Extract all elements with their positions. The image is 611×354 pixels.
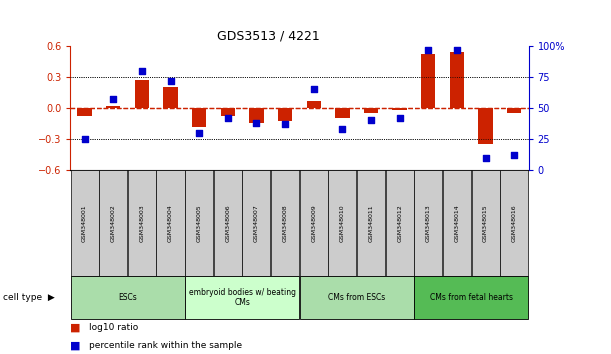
Point: [510, 152, 519, 158]
Bar: [243, 170, 271, 276]
Bar: [443, 170, 471, 276]
Bar: [450, 52, 464, 108]
Text: CMs from ESCs: CMs from ESCs: [328, 293, 386, 302]
Bar: [185, 276, 299, 319]
Text: ■: ■: [70, 322, 81, 332]
Point: [223, 115, 233, 121]
Text: GSM348006: GSM348006: [225, 204, 230, 242]
Text: GSM348011: GSM348011: [368, 204, 373, 242]
Point: [194, 130, 204, 136]
Point: [337, 126, 347, 132]
Bar: [500, 170, 529, 276]
Point: [366, 118, 376, 123]
Text: GSM348005: GSM348005: [197, 204, 202, 242]
Text: GSM348016: GSM348016: [511, 204, 517, 242]
Point: [252, 120, 262, 126]
Bar: [414, 170, 442, 276]
Text: GSM348010: GSM348010: [340, 204, 345, 242]
Bar: [335, 108, 349, 118]
Point: [166, 78, 175, 84]
Text: log10 ratio: log10 ratio: [89, 323, 138, 332]
Bar: [214, 170, 242, 276]
Text: GSM348012: GSM348012: [397, 204, 402, 242]
Text: GDS3513 / 4221: GDS3513 / 4221: [218, 29, 320, 42]
Bar: [421, 54, 436, 108]
Text: ■: ■: [70, 340, 81, 350]
Bar: [70, 276, 185, 319]
Bar: [478, 108, 492, 144]
Point: [137, 68, 147, 74]
Text: GSM348008: GSM348008: [282, 204, 288, 242]
Bar: [299, 276, 414, 319]
Bar: [192, 108, 207, 126]
Text: CMs from fetal hearts: CMs from fetal hearts: [430, 293, 513, 302]
Text: GSM348003: GSM348003: [139, 204, 144, 242]
Bar: [357, 170, 385, 276]
Bar: [364, 108, 378, 113]
Point: [481, 155, 491, 160]
Bar: [507, 108, 521, 113]
Text: GSM348009: GSM348009: [311, 204, 316, 242]
Point: [423, 47, 433, 52]
Bar: [307, 101, 321, 108]
Point: [79, 136, 89, 142]
Point: [452, 47, 462, 52]
Bar: [99, 170, 127, 276]
Text: cell type  ▶: cell type ▶: [3, 293, 55, 302]
Bar: [392, 108, 407, 110]
Bar: [386, 170, 414, 276]
Bar: [134, 80, 149, 108]
Text: GSM348002: GSM348002: [111, 204, 115, 242]
Point: [108, 96, 118, 102]
Bar: [106, 106, 120, 108]
Bar: [78, 108, 92, 116]
Bar: [299, 170, 327, 276]
Bar: [472, 170, 500, 276]
Bar: [70, 170, 98, 276]
Bar: [163, 87, 178, 108]
Bar: [249, 108, 263, 124]
Text: GSM348015: GSM348015: [483, 204, 488, 242]
Point: [309, 86, 318, 92]
Point: [280, 121, 290, 127]
Text: GSM348013: GSM348013: [426, 204, 431, 242]
Text: GSM348014: GSM348014: [455, 204, 459, 242]
Text: GSM348007: GSM348007: [254, 204, 259, 242]
Bar: [185, 170, 213, 276]
Text: embryoid bodies w/ beating
CMs: embryoid bodies w/ beating CMs: [189, 288, 296, 307]
Point: [395, 115, 404, 121]
Bar: [221, 108, 235, 116]
Text: GSM348001: GSM348001: [82, 204, 87, 242]
Bar: [278, 108, 292, 121]
Text: GSM348004: GSM348004: [168, 204, 173, 242]
Text: ESCs: ESCs: [118, 293, 137, 302]
Bar: [156, 170, 185, 276]
Bar: [414, 276, 529, 319]
Bar: [328, 170, 356, 276]
Bar: [271, 170, 299, 276]
Text: percentile rank within the sample: percentile rank within the sample: [89, 341, 242, 350]
Bar: [128, 170, 156, 276]
